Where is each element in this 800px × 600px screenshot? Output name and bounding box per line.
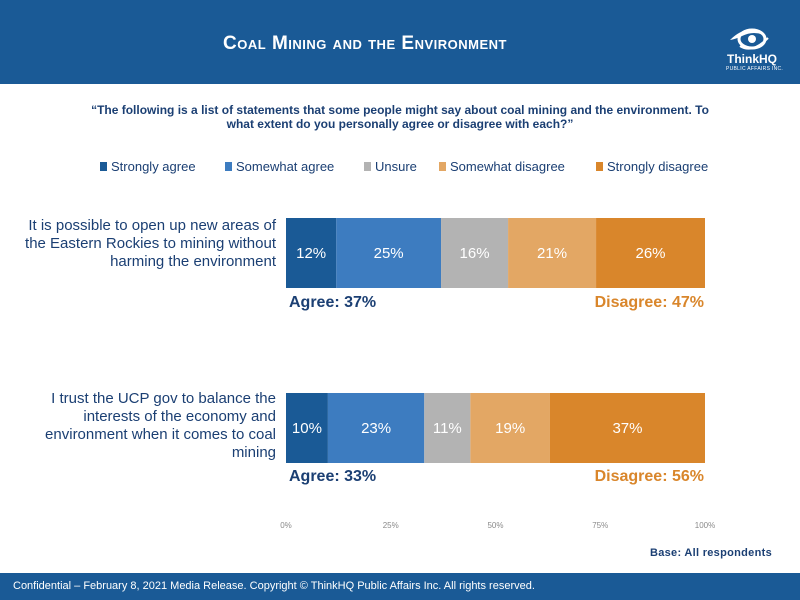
bar-value-label-somewhat-agree-row-2: 23% — [361, 420, 391, 437]
bar-value-label-strongly-disagree-row-2: 37% — [612, 420, 642, 437]
legend-item-somewhat-agree: Somewhat agree — [225, 159, 334, 174]
bar-unsure-row-2 — [424, 393, 471, 463]
base-note: Base: All respondents — [649, 547, 772, 559]
bar-somewhat-disagree-row-2 — [470, 393, 550, 463]
legend-label-somewhat-disagree: Somewhat disagree — [450, 159, 565, 174]
agree-summary-1: Agree: 37% — [289, 294, 377, 311]
agree-summary-2: Agree: 33% — [289, 468, 377, 485]
bar-unsure-row-1 — [441, 218, 509, 288]
x-tick-label: 25% — [383, 521, 399, 530]
logo-subtitle: PUBLIC AFFAIRS INC. — [726, 66, 784, 72]
legend-label-strongly-disagree: Strongly disagree — [607, 159, 709, 174]
legend-swatch-somewhat-agree — [225, 162, 232, 171]
legend-label-somewhat-agree: Somewhat agree — [236, 159, 335, 174]
x-tick-label: 50% — [487, 521, 503, 530]
legend-swatch-somewhat-disagree — [439, 162, 446, 171]
legend-item-unsure: Unsure — [364, 159, 417, 174]
row-label-statement-1: It is possible to open up new areas of t… — [25, 217, 276, 270]
legend-swatch-strongly-agree — [100, 162, 107, 171]
eye-logo-icon — [730, 28, 769, 50]
x-tick-label: 75% — [592, 521, 608, 530]
footer-text: Confidential – February 8, 2021 Media Re… — [13, 580, 535, 592]
disagree-summary-1: Disagree: 47% — [594, 294, 704, 311]
bar-strongly-disagree-row-1 — [596, 218, 705, 288]
x-tick-label: 0% — [280, 521, 292, 530]
bar-somewhat-agree-row-1 — [336, 218, 442, 288]
legend-swatch-unsure — [364, 162, 371, 171]
bar-strongly-disagree-row-2 — [549, 393, 705, 463]
logo-name: ThinkHQ — [727, 52, 777, 66]
bar-value-label-strongly-agree-row-1: 12% — [296, 245, 326, 262]
x-tick-label: 100% — [695, 521, 715, 530]
legend-item-somewhat-disagree: Somewhat disagree — [439, 159, 565, 174]
bar-value-label-unsure-row-2: 11% — [433, 420, 462, 437]
legend-label-strongly-agree: Strongly agree — [111, 159, 196, 174]
survey-question: “The following is a list of statements t… — [91, 103, 709, 131]
bar-value-label-somewhat-agree-row-1: 25% — [374, 245, 404, 262]
bar-strongly-agree-row-1 — [286, 218, 337, 288]
bar-somewhat-disagree-row-1 — [508, 218, 597, 288]
bar-value-label-strongly-disagree-row-1: 26% — [636, 245, 666, 262]
bar-value-label-strongly-agree-row-2: 10% — [292, 420, 322, 437]
page-title: Coal Mining and the Environment — [223, 33, 507, 54]
bar-value-label-unsure-row-1: 16% — [460, 245, 490, 262]
header-bar: Coal Mining and the Environment ThinkHQ … — [0, 0, 800, 84]
row-label-statement-2: I trust the UCP gov to balance the inter… — [45, 390, 276, 461]
disagree-summary-2: Disagree: 56% — [594, 468, 704, 485]
bar-value-label-somewhat-disagree-row-1: 21% — [537, 245, 567, 262]
legend-swatch-strongly-disagree — [596, 162, 603, 171]
legend-label-unsure: Unsure — [375, 159, 417, 174]
legend-item-strongly-disagree: Strongly disagree — [596, 159, 708, 174]
bar-value-label-somewhat-disagree-row-2: 19% — [495, 420, 525, 437]
footer-bar: Confidential – February 8, 2021 Media Re… — [0, 573, 800, 600]
legend-item-strongly-agree: Strongly agree — [100, 159, 196, 174]
bar-strongly-agree-row-2 — [286, 393, 328, 463]
bar-somewhat-agree-row-2 — [327, 393, 425, 463]
